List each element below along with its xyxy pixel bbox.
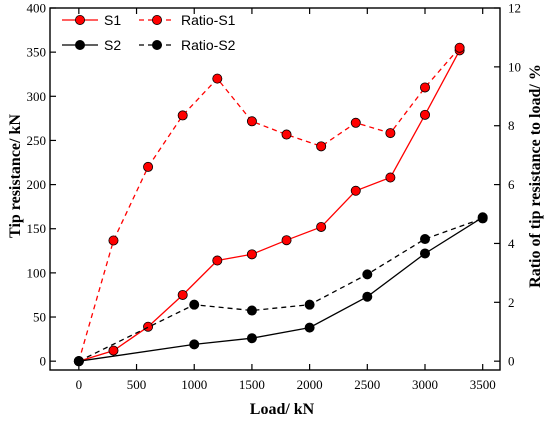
y-tick-label: 0 (40, 354, 47, 369)
data-point (246, 249, 257, 260)
y-axis-title: Tip resistance/ kN (7, 114, 24, 238)
data-point (212, 255, 223, 266)
y2-tick-label: 0 (508, 354, 515, 369)
data-point (108, 345, 119, 356)
data-point (189, 299, 200, 310)
data-point (419, 248, 430, 259)
ticks: 0 500 1000 1500 2000 2500 3000 3500050100150200… (27, 1, 522, 393)
y-tick-label: 50 (33, 310, 46, 325)
legend-item: S2 (62, 37, 121, 53)
data-point (304, 299, 315, 310)
y-tick-label: 300 (27, 89, 47, 104)
plot-frame (49, 7, 501, 371)
data-point (281, 129, 292, 140)
data-point (143, 321, 154, 332)
axes (49, 7, 501, 371)
x-tick-label: 3000 (412, 377, 438, 392)
x-tick-label: 1000 (181, 377, 207, 392)
data-point (212, 73, 223, 84)
legend-label: Ratio-S1 (181, 12, 236, 28)
x-tick-label: 1500 (239, 377, 265, 392)
data-point (362, 269, 373, 280)
data-point (246, 333, 257, 344)
legend-marker (75, 14, 86, 25)
legend-item: Ratio-S2 (139, 37, 236, 53)
legend: S1 Ratio-S1 S2 Ratio-S2 (62, 12, 236, 53)
data-point (246, 305, 257, 316)
legend-item: Ratio-S1 (139, 12, 236, 28)
data-point (281, 235, 292, 246)
data-point (177, 289, 188, 300)
data-point (385, 172, 396, 183)
series-layer (73, 42, 488, 367)
legend-marker (151, 40, 162, 51)
data-point (189, 339, 200, 350)
series-ratio-s1 (73, 42, 465, 367)
data-point (477, 213, 488, 224)
x-tick-label: 500 (127, 377, 147, 392)
y-tick-label: 150 (27, 221, 47, 236)
y-tick-label: 250 (27, 133, 47, 148)
x-axis-title: Load/ kN (250, 401, 315, 418)
series-ratio-s2 (73, 213, 488, 367)
x-tick-label: 3500 (470, 377, 496, 392)
x-tick-label: 2000 (297, 377, 323, 392)
data-point (316, 221, 327, 232)
y-tick-label: 400 (27, 1, 47, 16)
data-point (316, 141, 327, 152)
data-point (177, 110, 188, 121)
legend-label: Ratio-S2 (181, 37, 236, 53)
data-point (419, 234, 430, 245)
series-line (78, 47, 461, 362)
series-line (78, 50, 461, 362)
y2-tick-label: 4 (508, 236, 515, 251)
y2-tick-label: 12 (508, 1, 521, 16)
data-point (362, 291, 373, 302)
y2-axis-title: Ratio of tip resistance to load/ % (527, 64, 544, 288)
y-tick-label: 350 (27, 45, 47, 60)
x-tick-label: 0 (76, 377, 83, 392)
y-tick-label: 100 (27, 265, 47, 280)
data-point (419, 109, 430, 120)
legend-label: S1 (104, 12, 121, 28)
y2-tick-label: 2 (508, 295, 515, 310)
legend-marker (75, 40, 86, 51)
data-point (304, 322, 315, 333)
y-tick-label: 200 (27, 177, 47, 192)
data-point (246, 116, 257, 127)
x-tick-label: 2500 (354, 377, 380, 392)
data-point (143, 161, 154, 172)
legend-label: S2 (104, 37, 121, 53)
data-point (73, 356, 84, 367)
data-point (454, 42, 465, 53)
data-point (350, 185, 361, 196)
legend-item: S1 (62, 12, 121, 28)
data-point (108, 235, 119, 246)
data-point (385, 128, 396, 139)
y2-tick-label: 6 (508, 177, 515, 192)
y2-tick-label: 8 (508, 118, 515, 133)
y2-tick-label: 10 (508, 59, 521, 74)
series-s1 (73, 45, 465, 367)
data-point (419, 82, 430, 93)
legend-marker (151, 14, 162, 25)
data-point (350, 117, 361, 128)
